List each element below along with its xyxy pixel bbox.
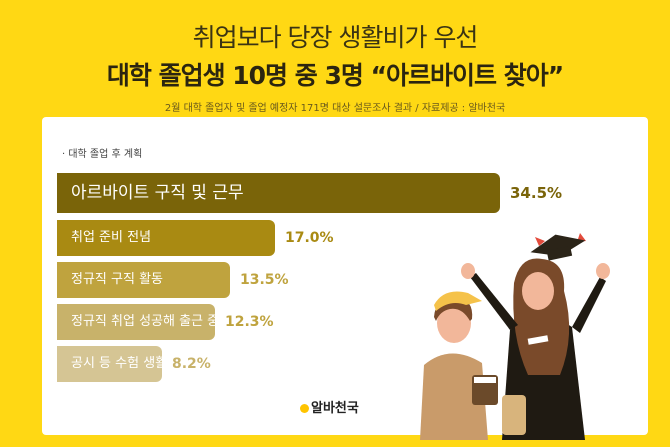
chart-label: · 대학 졸업 후 계획 [62,149,143,160]
subtitle: 2월 대학 졸업자 및 졸업 예정자 171명 대상 설문조사 결과 / 자료제… [164,103,506,114]
bar-value-4: 8.2% [172,356,211,372]
bar-1 [57,220,275,256]
bar-label-4: 공시 등 수험 생활 [71,356,168,371]
title-line1: 취업보다 당장 생활비가 우선 [192,23,479,52]
bar-4 [57,346,162,382]
bar-3 [57,304,215,340]
title-line2: 대학 졸업생 10명 중 3명 “아르바이트 찾아” [106,61,564,90]
brand-logo: 알바천국 [300,397,359,416]
bar-value-3: 12.3% [225,314,274,330]
bar-label-3: 정규직 취업 성공해 출근 중(예정) [71,314,254,329]
bar-value-0: 34.5% [510,184,563,202]
albacheonguk-logo-icon [300,404,309,413]
bar-label-2: 정규직 구직 활동 [71,272,163,287]
bar-0 [57,173,500,213]
bar-value-1: 17.0% [285,230,334,246]
graduates-illustration-icon [420,233,610,440]
bar-label-1: 취업 준비 전념 [71,230,152,245]
bar-label-0: 아르바이트 구직 및 근무 [71,183,244,203]
logo-text: 알바천국 [311,401,359,416]
bar-2 [57,262,230,298]
bar-value-2: 13.5% [240,272,289,288]
